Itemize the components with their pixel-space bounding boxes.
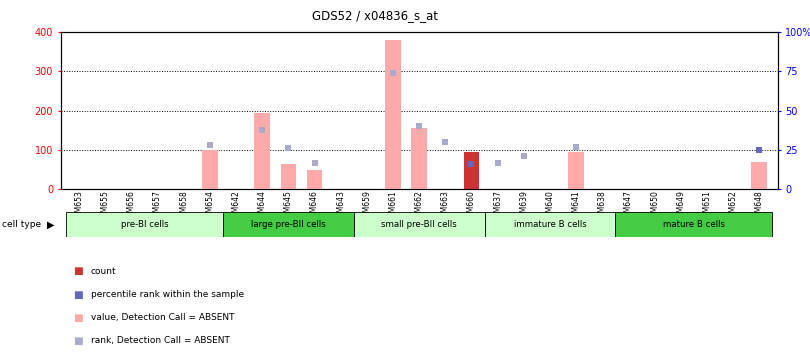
Bar [223,212,354,237]
Bar [752,162,767,189]
Text: count: count [91,267,117,276]
Bar [463,152,480,189]
Bar [569,152,584,189]
Text: pre-BI cells: pre-BI cells [121,220,168,230]
Bar [386,40,401,189]
Bar [354,212,484,237]
Bar [280,165,296,189]
Text: cell type: cell type [2,220,40,230]
Bar [202,150,218,189]
Text: ■: ■ [73,336,83,346]
Text: ▶: ▶ [47,220,54,230]
Bar [411,129,427,189]
Text: GDS52 / x04836_s_at: GDS52 / x04836_s_at [312,9,437,22]
Text: small pre-BII cells: small pre-BII cells [382,220,457,230]
Bar [616,212,773,237]
Bar [254,113,270,189]
Bar [484,212,616,237]
Text: immature B cells: immature B cells [514,220,586,230]
Bar [66,212,223,237]
Text: ■: ■ [73,290,83,300]
Text: mature B cells: mature B cells [663,220,725,230]
Text: large pre-BII cells: large pre-BII cells [251,220,326,230]
Text: value, Detection Call = ABSENT: value, Detection Call = ABSENT [91,313,234,322]
Text: ■: ■ [73,266,83,276]
Bar [307,170,322,189]
Text: ■: ■ [73,313,83,323]
Text: percentile rank within the sample: percentile rank within the sample [91,290,244,299]
Text: rank, Detection Call = ABSENT: rank, Detection Call = ABSENT [91,336,229,346]
